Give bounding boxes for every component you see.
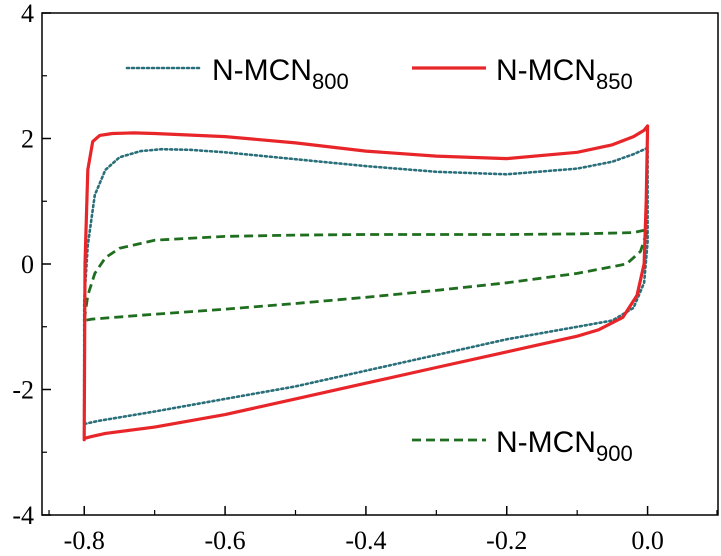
- legend-label-n-mcn900: N-MCN900: [496, 426, 633, 466]
- legend-label-n-mcn850: N-MCN850: [496, 54, 633, 94]
- series-line-n-mcn850: [82, 124, 650, 442]
- x-tick-label: 0.0: [631, 526, 664, 555]
- y-tick-label: -2: [12, 376, 34, 405]
- x-tick-label: -0.4: [345, 526, 386, 555]
- series-line-n-mcn900: [82, 228, 649, 322]
- x-tick-label: -0.6: [204, 526, 245, 555]
- legend-label-n-mcn800: N-MCN800: [212, 54, 349, 94]
- x-tick-label: -0.2: [486, 526, 527, 555]
- x-tick-label: -0.8: [64, 526, 105, 555]
- y-tick-label: 2: [21, 125, 34, 154]
- legend: N-MCN800 N-MCN850 N-MCN900: [125, 54, 633, 466]
- series-line-n-mcn800: [82, 146, 649, 426]
- y-axis-ticks: -4 -2 0 2 4: [12, 0, 51, 530]
- y-tick-label: -4: [12, 501, 34, 530]
- series-curves: [82, 124, 650, 442]
- x-axis-ticks: -0.8 -0.6 -0.4 -0.2 0.0: [48, 506, 718, 555]
- y-tick-label: 4: [21, 0, 34, 28]
- y-tick-label: 0: [21, 250, 34, 279]
